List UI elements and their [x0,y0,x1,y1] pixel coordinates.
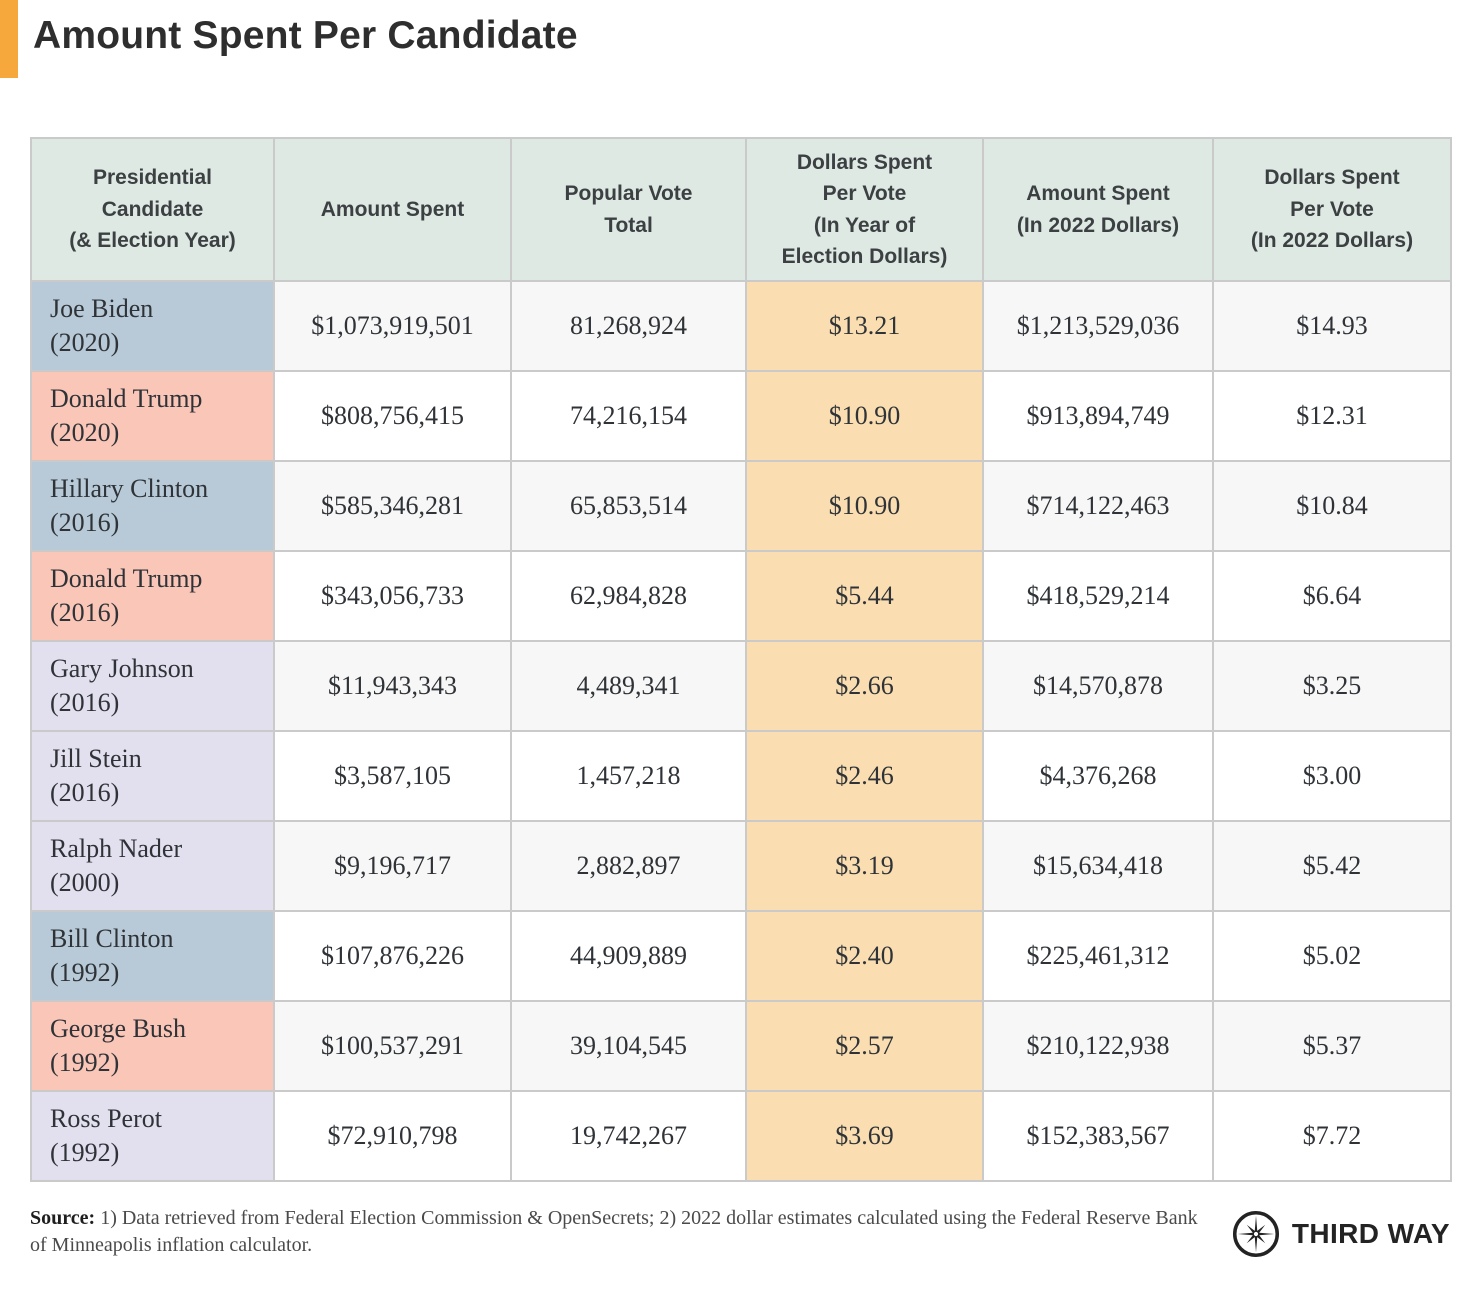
amount-2022-cell: $4,376,268 [982,730,1214,822]
candidate-cell: Gary Johnson (2016) [30,640,275,732]
amount-spent-cell: $11,943,343 [273,640,512,732]
table-row: Ralph Nader (2000) $9,196,717 2,882,897 … [30,820,1452,912]
dollars-per-vote-cell: $2.46 [745,730,984,822]
third-way-logo: THIRD WAY [1231,1209,1450,1259]
popular-vote-cell: 74,216,154 [510,370,747,462]
dollars-per-vote-2022-cell: $6.64 [1212,550,1452,642]
dollars-per-vote-2022-cell: $5.37 [1212,1000,1452,1092]
amount-2022-cell: $913,894,749 [982,370,1214,462]
amount-spent-cell: $585,346,281 [273,460,512,552]
dollars-per-vote-cell: $13.21 [745,280,984,372]
dollars-per-vote-2022-cell: $7.72 [1212,1090,1452,1182]
amount-2022-cell: $225,461,312 [982,910,1214,1002]
table-row: Ross Perot (1992) $72,910,798 19,742,267… [30,1090,1452,1182]
dollars-per-vote-cell: $2.40 [745,910,984,1002]
candidate-cell: Jill Stein (2016) [30,730,275,822]
amount-spent-cell: $1,073,919,501 [273,280,512,372]
amount-spent-cell: $343,056,733 [273,550,512,642]
dollars-per-vote-2022-cell: $5.42 [1212,820,1452,912]
col-header-amount-spent: Amount Spent [273,137,512,282]
popular-vote-cell: 2,882,897 [510,820,747,912]
dollars-per-vote-cell: $3.69 [745,1090,984,1182]
candidate-cell: Hillary Clinton (2016) [30,460,275,552]
dollars-per-vote-2022-cell: $3.00 [1212,730,1452,822]
amount-spent-cell: $100,537,291 [273,1000,512,1092]
source-text: 1) Data retrieved from Federal Election … [30,1207,1198,1256]
table-row: Bill Clinton (1992) $107,876,226 44,909,… [30,910,1452,1002]
table-row: Hillary Clinton (2016) $585,346,281 65,8… [30,460,1452,552]
spending-table: Presidential Candidate (& Election Year)… [30,137,1452,1182]
popular-vote-cell: 1,457,218 [510,730,747,822]
dollars-per-vote-2022-cell: $14.93 [1212,280,1452,372]
amount-2022-cell: $152,383,567 [982,1090,1214,1182]
compass-icon [1231,1209,1281,1259]
col-header-amount-2022: Amount Spent (In 2022 Dollars) [982,137,1214,282]
amount-spent-cell: $808,756,415 [273,370,512,462]
col-header-dollars-per-vote-2022: Dollars Spent Per Vote (In 2022 Dollars) [1212,137,1452,282]
candidate-cell: Donald Trump (2020) [30,370,275,462]
amount-2022-cell: $1,213,529,036 [982,280,1214,372]
dollars-per-vote-cell: $10.90 [745,370,984,462]
amount-spent-cell: $72,910,798 [273,1090,512,1182]
dollars-per-vote-2022-cell: $10.84 [1212,460,1452,552]
amount-spent-cell: $107,876,226 [273,910,512,1002]
col-header-popular-vote: Popular Vote Total [510,137,747,282]
candidate-cell: Ross Perot (1992) [30,1090,275,1182]
dollars-per-vote-cell: $3.19 [745,820,984,912]
amount-2022-cell: $210,122,938 [982,1000,1214,1092]
title-accent-bar [0,0,18,78]
popular-vote-cell: 4,489,341 [510,640,747,732]
page-title: Amount Spent Per Candidate [33,14,578,57]
candidate-cell: Bill Clinton (1992) [30,910,275,1002]
amount-2022-cell: $15,634,418 [982,820,1214,912]
amount-2022-cell: $714,122,463 [982,460,1214,552]
table-row: Donald Trump (2020) $808,756,415 74,216,… [30,370,1452,462]
logo-text: THIRD WAY [1291,1218,1450,1249]
source-note: Source: 1) Data retrieved from Federal E… [30,1205,1210,1259]
dollars-per-vote-cell: $10.90 [745,460,984,552]
table-body: Joe Biden (2020) $1,073,919,501 81,268,9… [30,280,1452,1182]
table-row: Donald Trump (2016) $343,056,733 62,984,… [30,550,1452,642]
dollars-per-vote-2022-cell: $12.31 [1212,370,1452,462]
amount-2022-cell: $418,529,214 [982,550,1214,642]
popular-vote-cell: 19,742,267 [510,1090,747,1182]
source-label: Source: [30,1207,96,1229]
popular-vote-cell: 62,984,828 [510,550,747,642]
footer: Source: 1) Data retrieved from Federal E… [30,1205,1450,1259]
candidate-cell: Ralph Nader (2000) [30,820,275,912]
popular-vote-cell: 44,909,889 [510,910,747,1002]
table-row: Gary Johnson (2016) $11,943,343 4,489,34… [30,640,1452,732]
dollars-per-vote-cell: $2.57 [745,1000,984,1092]
amount-spent-cell: $3,587,105 [273,730,512,822]
dollars-per-vote-cell: $2.66 [745,640,984,732]
candidate-cell: Donald Trump (2016) [30,550,275,642]
amount-spent-cell: $9,196,717 [273,820,512,912]
table-row: George Bush (1992) $100,537,291 39,104,5… [30,1000,1452,1092]
popular-vote-cell: 81,268,924 [510,280,747,372]
table-header-row: Presidential Candidate (& Election Year)… [30,137,1452,282]
col-header-candidate: Presidential Candidate (& Election Year) [30,137,275,282]
dollars-per-vote-2022-cell: $3.25 [1212,640,1452,732]
popular-vote-cell: 65,853,514 [510,460,747,552]
table-row: Jill Stein (2016) $3,587,105 1,457,218 $… [30,730,1452,822]
dollars-per-vote-cell: $5.44 [745,550,984,642]
dollars-per-vote-2022-cell: $5.02 [1212,910,1452,1002]
candidate-cell: George Bush (1992) [30,1000,275,1092]
col-header-dollars-per-vote: Dollars Spent Per Vote (In Year of Elect… [745,137,984,282]
candidate-cell: Joe Biden (2020) [30,280,275,372]
popular-vote-cell: 39,104,545 [510,1000,747,1092]
amount-2022-cell: $14,570,878 [982,640,1214,732]
table-row: Joe Biden (2020) $1,073,919,501 81,268,9… [30,280,1452,372]
